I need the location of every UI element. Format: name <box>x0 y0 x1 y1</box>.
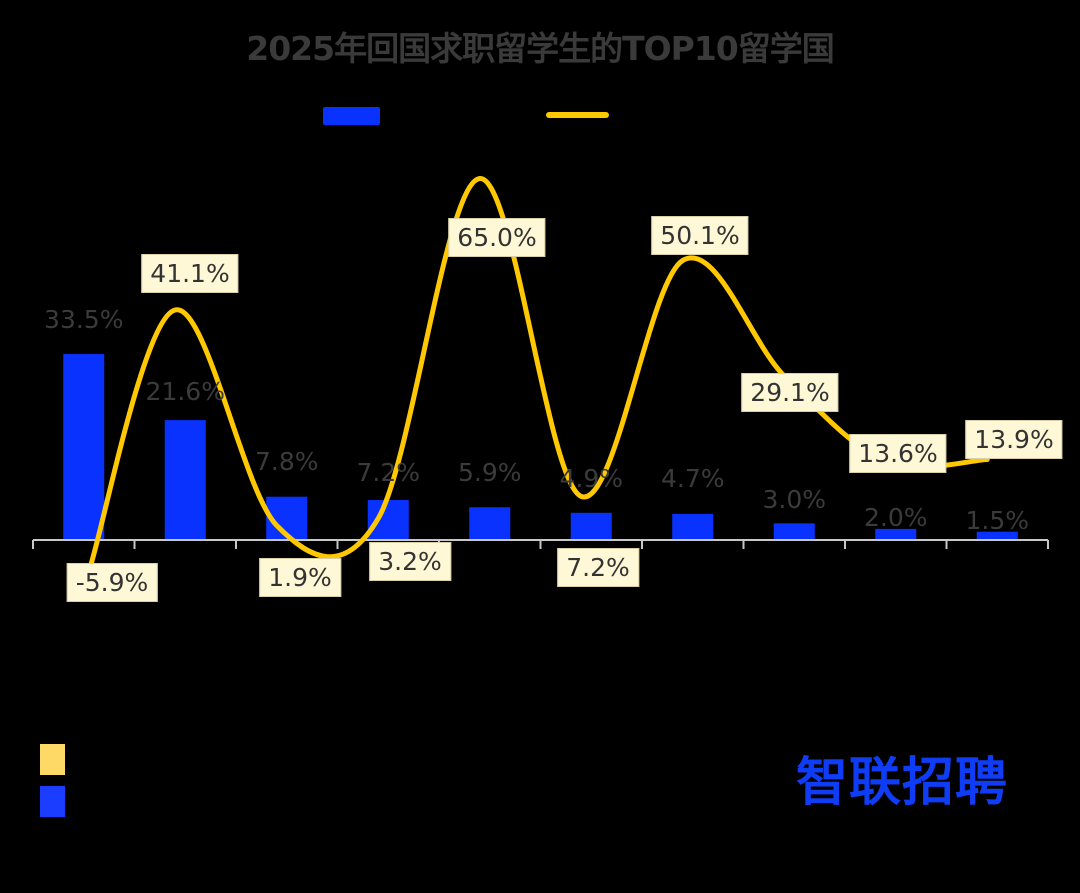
line-value-label: 50.1% <box>651 216 749 255</box>
line-value-label: 1.9% <box>259 558 341 597</box>
bar-value-label: 7.8% <box>254 447 319 476</box>
bar <box>672 513 714 540</box>
line-value-label: -5.9% <box>66 563 158 602</box>
legend-line-swatch <box>546 112 609 118</box>
line-value-label: 65.0% <box>448 218 546 257</box>
line-value-label: 29.1% <box>741 373 839 412</box>
bar-value-label: 1.5% <box>965 506 1030 535</box>
note-swatch-yellow <box>40 744 65 775</box>
bar <box>773 523 815 540</box>
line-value-label: 13.9% <box>965 420 1063 459</box>
x-axis <box>32 539 1049 549</box>
line-value-label: 3.2% <box>369 542 451 581</box>
chart-title: 2025年回国求职留学生的TOP10留学国 <box>246 29 835 68</box>
note-swatch-blue <box>40 786 65 817</box>
bar <box>570 512 612 540</box>
bar-value-label: 3.0% <box>762 485 827 514</box>
bar-value-label: 21.6% <box>145 377 225 406</box>
bar-value-label: 33.5% <box>44 305 124 334</box>
bar <box>469 507 511 540</box>
bar-value-label: 5.9% <box>457 458 522 487</box>
legend-bar-swatch <box>323 107 380 125</box>
line-value-label: 7.2% <box>557 548 639 587</box>
line-value-label: 41.1% <box>141 254 239 293</box>
bar-value-label: 4.9% <box>559 464 624 493</box>
bar <box>164 420 206 540</box>
zhaopin-logo: 智联招聘 <box>796 753 1009 813</box>
bar <box>367 500 409 540</box>
bar <box>63 354 105 540</box>
bar-series <box>63 354 1018 540</box>
line-value-label: 13.6% <box>849 434 947 473</box>
bar-value-label: 4.7% <box>660 464 725 493</box>
bar-value-label: 7.2% <box>356 458 421 487</box>
bar <box>976 531 1018 540</box>
bar <box>875 528 917 540</box>
bar-value-label: 2.0% <box>863 503 928 532</box>
